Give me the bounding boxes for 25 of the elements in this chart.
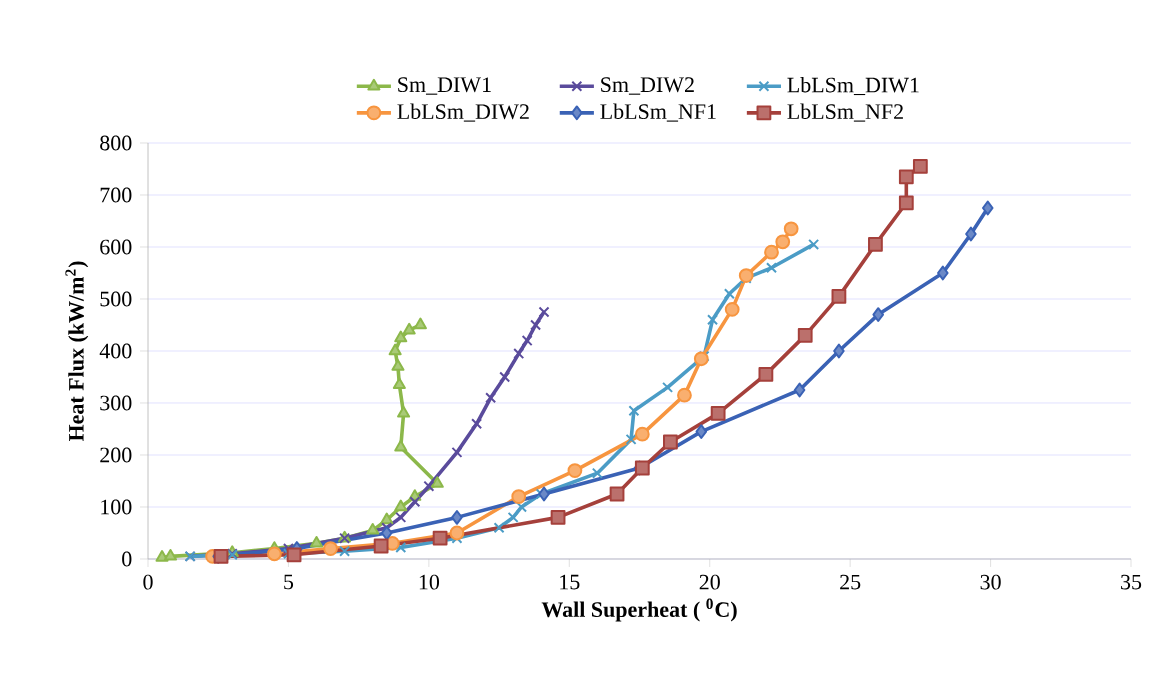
legend-label: LbLSm_DIW1 (787, 77, 919, 96)
y-tick-label: 400 (99, 343, 132, 359)
y-tick-label: 700 (100, 187, 132, 203)
legend-label: Sm_DIW1 (398, 77, 491, 95)
y-tick-label: 500 (100, 291, 132, 307)
x-tick-label: 10 (419, 574, 440, 590)
y-tick-label: 300 (100, 395, 132, 411)
x-tick-label: 35 (1121, 574, 1142, 590)
x-tick-label: 20 (699, 574, 720, 590)
legend-label: Sm_DIW2 (601, 77, 694, 95)
x-tick-label: 0 (143, 574, 153, 590)
y-axis-title: Heat Flux (kW/m$^{2}$) (65, 261, 89, 442)
y-tick-label: 200 (100, 447, 132, 463)
y-tick-label: 100 (101, 499, 132, 515)
y-tick-label: 600 (100, 239, 132, 255)
legend-label: LbLSm_NF2 (787, 103, 903, 122)
x-tick-label: 5 (284, 574, 294, 590)
x-tick-label: 30 (980, 574, 1001, 590)
x-tick-label: 15 (560, 574, 580, 590)
y-tick-label: 800 (100, 135, 132, 151)
legend-label: LbLSm_NF1 (600, 103, 716, 122)
x-axis-title: Wall Superheat ( $^{0}$C) (541, 598, 737, 622)
legend-label: LbLSm_DIW2 (397, 103, 529, 122)
y-tick-label: 0 (122, 551, 132, 567)
x-tick-label: 25 (840, 574, 861, 590)
